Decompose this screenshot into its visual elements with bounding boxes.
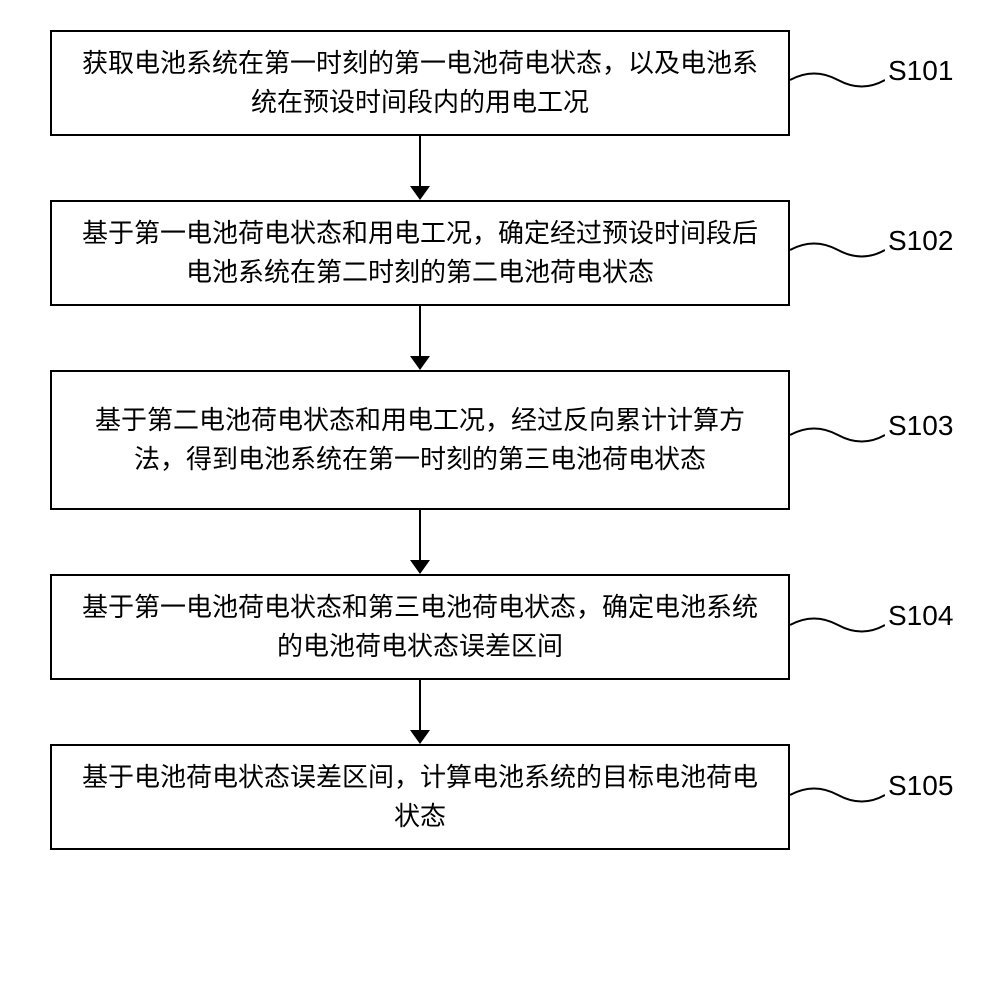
step-label-s105: S105 — [888, 770, 953, 802]
arrow-head-2 — [410, 356, 430, 370]
step-box-s101: 获取电池系统在第一时刻的第一电池荷电状态，以及电池系统在预设时间段内的用电工况 — [50, 30, 790, 136]
arrow-head-4 — [410, 730, 430, 744]
step-label-s101: S101 — [888, 55, 953, 87]
step-box-s105: 基于电池荷电状态误差区间，计算电池系统的目标电池荷电状态 — [50, 744, 790, 850]
step-text-s105: 基于电池荷电状态误差区间，计算电池系统的目标电池荷电状态 — [72, 758, 768, 836]
connector-tilde-s104 — [790, 610, 885, 640]
arrow-head-3 — [410, 560, 430, 574]
step-label-s103: S103 — [888, 410, 953, 442]
connector-tilde-s101 — [790, 65, 885, 95]
step-text-s104: 基于第一电池荷电状态和第三电池荷电状态，确定电池系统的电池荷电状态误差区间 — [72, 588, 768, 666]
step-label-s102: S102 — [888, 225, 953, 257]
step-box-s104: 基于第一电池荷电状态和第三电池荷电状态，确定电池系统的电池荷电状态误差区间 — [50, 574, 790, 680]
arrow-head-1 — [410, 186, 430, 200]
step-box-s102: 基于第一电池荷电状态和用电工况，确定经过预设时间段后电池系统在第二时刻的第二电池… — [50, 200, 790, 306]
connector-tilde-s103 — [790, 420, 885, 450]
step-label-s104: S104 — [888, 600, 953, 632]
step-text-s102: 基于第一电池荷电状态和用电工况，确定经过预设时间段后电池系统在第二时刻的第二电池… — [72, 214, 768, 292]
connector-tilde-s105 — [790, 780, 885, 810]
arrow-line-4 — [419, 680, 421, 732]
arrow-line-2 — [419, 306, 421, 358]
step-text-s103: 基于第二电池荷电状态和用电工况，经过反向累计计算方法，得到电池系统在第一时刻的第… — [72, 401, 768, 479]
step-box-s103: 基于第二电池荷电状态和用电工况，经过反向累计计算方法，得到电池系统在第一时刻的第… — [50, 370, 790, 510]
connector-tilde-s102 — [790, 235, 885, 265]
flowchart-container: 获取电池系统在第一时刻的第一电池荷电状态，以及电池系统在预设时间段内的用电工况 … — [0, 0, 1000, 986]
step-text-s101: 获取电池系统在第一时刻的第一电池荷电状态，以及电池系统在预设时间段内的用电工况 — [72, 44, 768, 122]
arrow-line-1 — [419, 136, 421, 188]
arrow-line-3 — [419, 510, 421, 562]
